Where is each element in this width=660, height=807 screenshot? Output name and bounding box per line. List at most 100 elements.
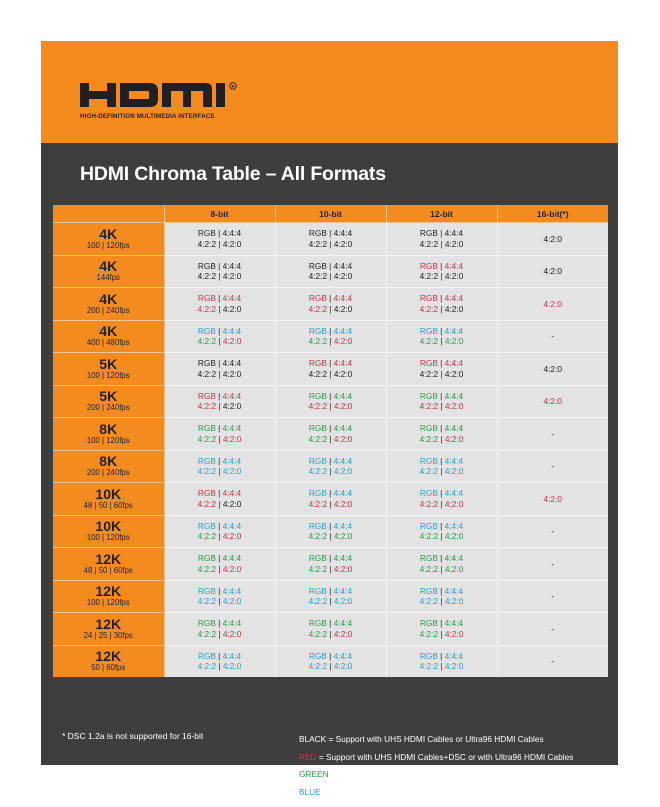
resolution-cell: 4K 400 | 480fps (53, 320, 165, 353)
format-token: RGB (419, 293, 438, 304)
chroma-cell-12bit: RGB | 4:4:4 4:2:2 | 4:2:0 (386, 417, 498, 451)
format-separator: | (326, 293, 334, 304)
table-row: 4K 200 | 240fps RGB | 4:4:4 4:2:2 | 4:2:0 RG… (53, 287, 608, 321)
format-token: 4:2:0 (444, 628, 464, 639)
chroma-cell-10bit: RGB | 4:4:4 4:2:2 | 4:2:0 (275, 352, 387, 386)
format-token: 4:2:0 (333, 303, 353, 314)
format-line: 4:2:2 | 4:2:0 (165, 434, 275, 445)
format-separator: | (215, 423, 223, 434)
logo-subtitle: HIGH-DEFINITION MULTIMEDIA INTERFACE (80, 113, 215, 120)
format-token: RGB (308, 455, 327, 466)
format-token: 4:4:4 (222, 455, 242, 466)
format-line: RGB | 4:4:4 (276, 261, 386, 272)
resolution-cell: 8K 200 | 240fps (53, 450, 165, 483)
resolution-cell: 5K 200 | 240fps (53, 385, 165, 418)
format-token: RGB (308, 553, 327, 564)
chroma-cell-16bit: - (497, 515, 608, 548)
table-row: 8K 100 | 120fps RGB | 4:4:4 4:2:2 | 4:2:0 RG… (53, 417, 608, 451)
format-line: RGB | 4:4:4 (387, 326, 497, 337)
format-line: RGB | 4:4:4 (387, 293, 497, 304)
format-token: 4:2:0 (222, 498, 242, 509)
format-token: 4:2:0 (444, 401, 464, 412)
format-token: 4:2:0 (543, 363, 562, 374)
table-row: 10K 48 | 50 | 60fps RGB | 4:4:4 4:2:2 | 4:2… (53, 482, 608, 516)
format-line: RGB | 4:4:4 (387, 456, 497, 467)
legend-item-black: BLACK = Support with UHS HDMI Cables or … (299, 731, 591, 749)
format-line: RGB | 4:4:4 (165, 521, 275, 532)
format-token: 4:2:0 (333, 628, 353, 639)
format-token: RGB (197, 585, 216, 596)
format-separator: | (437, 520, 445, 531)
format-token: RGB (419, 618, 438, 629)
format-separator: | (216, 661, 223, 672)
format-separator: | (326, 260, 334, 271)
chroma-cell-12bit: RGB | 4:4:4 4:2:2 | 4:2:0 (386, 352, 498, 386)
format-token: 4:2:0 (333, 433, 353, 444)
format-line: RGB | 4:4:4 (387, 651, 497, 662)
resolution-cell: 4K 144fps (53, 255, 165, 288)
format-separator: | (216, 563, 223, 574)
format-line: 4:2:2 | 4:2:0 (387, 661, 497, 672)
format-line: RGB | 4:4:4 (165, 651, 275, 662)
format-token: 4:4:4 (444, 228, 464, 239)
chroma-cell-16bit: - (497, 547, 608, 581)
chroma-cell-8bit: RGB | 4:4:4 4:2:2 | 4:2:0 (164, 612, 276, 646)
format-token: 4:2:2 (308, 563, 328, 574)
format-token: 4:4:4 (444, 325, 464, 336)
format-token: 4:2:0 (543, 493, 562, 504)
format-token: 4:4:4 (444, 423, 464, 434)
format-token: 4:2:0 (333, 336, 353, 347)
format-line: 4:2:2 | 4:2:0 (387, 434, 497, 445)
format-token: RGB (197, 358, 216, 369)
format-token: 4:2:2 (308, 303, 328, 314)
framerate-label: 200 | 240fps (86, 305, 130, 315)
format-token: RGB (308, 293, 327, 304)
format-separator: | (215, 325, 223, 336)
format-token: 4:2:0 (444, 531, 464, 542)
legend-item-red: RED = Support with UHS HDMI Cables+DSC o… (299, 749, 591, 767)
format-line: RGB | 4:4:4 (387, 553, 497, 564)
format-line: RGB | 4:4:4 (276, 618, 386, 629)
format-separator: | (327, 596, 334, 607)
format-separator: | (216, 596, 223, 607)
format-token: 4:2:2 (419, 466, 439, 477)
format-token: 4:2:2 (419, 433, 439, 444)
format-line: 4:2:2 | 4:2:0 (276, 271, 386, 282)
format-separator: | (437, 455, 445, 466)
format-line: 4:2:2 | 4:2:0 (387, 629, 497, 640)
format-line: 4:2:2 | 4:2:0 (387, 401, 497, 412)
chroma-cell-8bit: RGB | 4:4:4 4:2:2 | 4:2:0 (164, 287, 276, 321)
format-token: 4:2:0 (222, 661, 242, 672)
resolution-cell: 8K 100 | 120fps (53, 417, 165, 451)
format-separator: | (326, 618, 334, 629)
format-line: 4:2:2 | 4:2:0 (387, 466, 497, 477)
rights-line: All Rights Reserved. (62, 783, 122, 790)
legend-key: RED (299, 751, 317, 762)
format-line: RGB | 4:4:4 (276, 391, 386, 402)
format-token: 4:2:0 (444, 336, 464, 347)
resolution-label: 4K (99, 258, 118, 275)
format-separator: | (216, 368, 223, 379)
chroma-cell-8bit: RGB | 4:4:4 4:2:2 | 4:2:0 (164, 255, 276, 288)
format-line: 4:2:2 | 4:2:0 (387, 369, 497, 380)
format-separator: | (437, 325, 445, 336)
framerate-label: 100 | 120fps (86, 598, 130, 608)
format-token: RGB (419, 585, 438, 596)
format-token: 4:2:2 (308, 628, 328, 639)
format-token: 4:2:2 (197, 238, 217, 249)
chroma-cell-16bit: - (497, 450, 608, 483)
format-token: 4:2:0 (444, 661, 464, 672)
legend-text: = Support with Ultra96 HDMI Cables+DSC (320, 786, 480, 797)
format-line: 4:2:2 | 4:2:0 (276, 434, 386, 445)
format-token: RGB (197, 618, 216, 629)
chroma-cell-8bit: RGB | 4:4:4 4:2:2 | 4:2:0 (164, 580, 276, 613)
format-token: 4:2:0 (333, 238, 353, 249)
chroma-cell-8bit: RGB | 4:4:4 4:2:2 | 4:2:0 (164, 547, 276, 581)
format-token: 4:2:2 (308, 336, 328, 347)
format-line: 4:2:2 | 4:2:0 (387, 336, 497, 347)
format-token: 4:2:2 (308, 401, 328, 412)
format-token: RGB (308, 325, 327, 336)
format-line: 4:2:2 | 4:2:0 (387, 239, 497, 250)
table-row: 4K 144fps RGB | 4:4:4 4:2:2 | 4:2:0 RGB | 4:… (53, 255, 608, 288)
format-token: 4:2:0 (444, 563, 464, 574)
